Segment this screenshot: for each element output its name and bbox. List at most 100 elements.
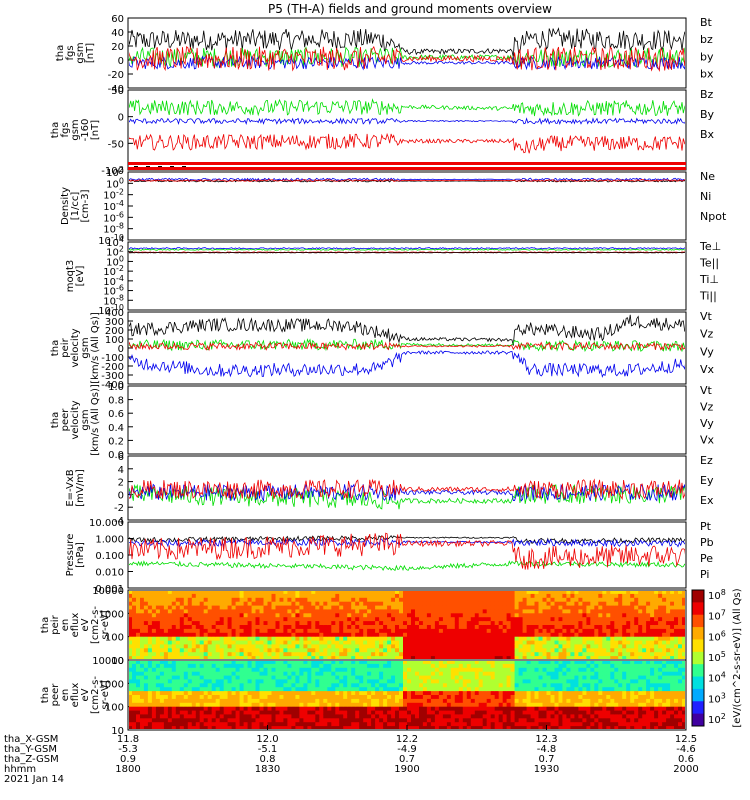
spectrogram-cell [367, 710, 372, 715]
spectrogram-cell [530, 722, 535, 727]
spectrogram-cell [295, 683, 300, 688]
spectrogram-cell [327, 640, 332, 645]
spectrogram-cell [227, 617, 232, 622]
spectrogram-cell [646, 648, 651, 653]
spectrogram-cell [179, 718, 185, 723]
spectrogram-cell [187, 636, 193, 641]
spectrogram-cell [446, 636, 452, 641]
spectrogram-cell [490, 591, 496, 595]
spectrogram-cell [263, 722, 268, 727]
spectrogram-cell [462, 675, 468, 680]
spectrogram-cell [132, 597, 137, 603]
spectrogram-cell [379, 702, 384, 708]
spectrogram-cell [403, 597, 408, 603]
spectrogram-cell [486, 722, 492, 727]
spectrogram-cell [195, 625, 201, 630]
spectrogram-cell [578, 718, 583, 723]
spectrogram-cell [203, 718, 209, 723]
spectrogram-cell [267, 702, 272, 708]
spectrogram-cell [570, 722, 575, 727]
spectrogram-cell [231, 698, 236, 704]
spectrogram-cell [275, 593, 280, 599]
spectrogram-cell [315, 597, 320, 603]
spectrogram-cell [259, 609, 264, 614]
spectrogram-cell [622, 593, 627, 599]
spectrogram-cell [498, 718, 504, 723]
spectrogram-cell [315, 621, 320, 626]
spectrogram-cell [530, 679, 535, 684]
spectrogram-cell [562, 663, 567, 669]
spectrogram-cell [183, 702, 189, 708]
legend-pb: Pb [700, 536, 714, 549]
spectrogram-cell [155, 636, 161, 641]
spectrogram-cell [143, 652, 149, 657]
spectrogram-cell [179, 702, 185, 708]
spectrogram-cell [426, 613, 432, 618]
spectrogram-cell [550, 613, 555, 618]
spectrogram-cell [367, 652, 372, 657]
spectrogram-cell [554, 628, 559, 634]
spectrogram-cell [331, 617, 336, 622]
spectrogram-cell [399, 683, 404, 688]
spectrogram-cell [558, 679, 563, 684]
spectrogram-cell [470, 710, 476, 715]
spectrogram-cell [151, 679, 157, 684]
spectrogram-cell [514, 656, 519, 659]
spectrogram-cell [610, 702, 615, 708]
spectrogram-cell [223, 679, 229, 684]
spectrogram-cell [295, 644, 300, 649]
spectrogram-cell [243, 726, 248, 729]
spectrogram-cell [283, 675, 288, 680]
spectrogram-cell [275, 661, 280, 665]
spectrogram-cell [203, 625, 209, 630]
spectrogram-cell [470, 605, 476, 610]
spectrogram-cell [223, 591, 229, 595]
spectrogram-cell [558, 621, 563, 626]
spectrogram-cell [570, 718, 575, 723]
spectrogram-cell [343, 656, 348, 659]
spectrogram-cell [287, 625, 292, 630]
spectrogram-cell [351, 679, 356, 684]
spectrogram-cell [478, 609, 484, 614]
spectrogram-cell [650, 656, 655, 659]
spectrogram-cell [474, 644, 480, 649]
spectrogram-cell [287, 593, 292, 599]
spectrogram-cell [243, 648, 248, 653]
spectrogram-cell [566, 714, 571, 719]
spectrogram-cell [347, 628, 352, 634]
spectrogram-cell [363, 675, 368, 680]
spectrogram-cell [159, 617, 165, 622]
spectrogram-cell [558, 609, 563, 614]
spectrogram-cell [566, 648, 571, 653]
spectrogram-cell [323, 628, 328, 634]
spectrogram-cell [363, 605, 368, 610]
spectrogram-cell [466, 695, 472, 700]
spectrogram-cell [502, 671, 508, 676]
spectrogram-cell [383, 714, 388, 719]
y-tick-label: 10.000 [89, 518, 124, 529]
spectrogram-cell [219, 652, 225, 657]
spectrogram-cell [530, 726, 535, 729]
spectrogram-cell [159, 714, 165, 719]
spectrogram-cell [323, 695, 328, 700]
y-tick-label: 0 [118, 56, 124, 67]
spectrogram-cell [534, 687, 539, 692]
spectrogram-cell [347, 675, 352, 680]
spectrogram-cell [387, 675, 392, 680]
spectrogram-cell [179, 726, 185, 729]
spectrogram-cell [247, 671, 252, 676]
spectrogram-cell [454, 726, 460, 729]
spectrogram-cell [598, 710, 603, 715]
spectrogram-cell [147, 597, 153, 603]
spectrogram-cell [478, 632, 484, 638]
spectrogram-cell [558, 667, 563, 673]
spectrogram-cell [502, 663, 508, 669]
spectrogram-cell [235, 722, 240, 727]
spectrogram-cell [450, 597, 456, 603]
spectrogram-cell [287, 652, 292, 657]
spectrogram-cell [462, 687, 468, 692]
spectrogram-cell [399, 613, 404, 618]
spectrogram-cell [363, 652, 368, 657]
spectrogram-cell [682, 656, 685, 659]
spectrogram-cell [546, 609, 551, 614]
